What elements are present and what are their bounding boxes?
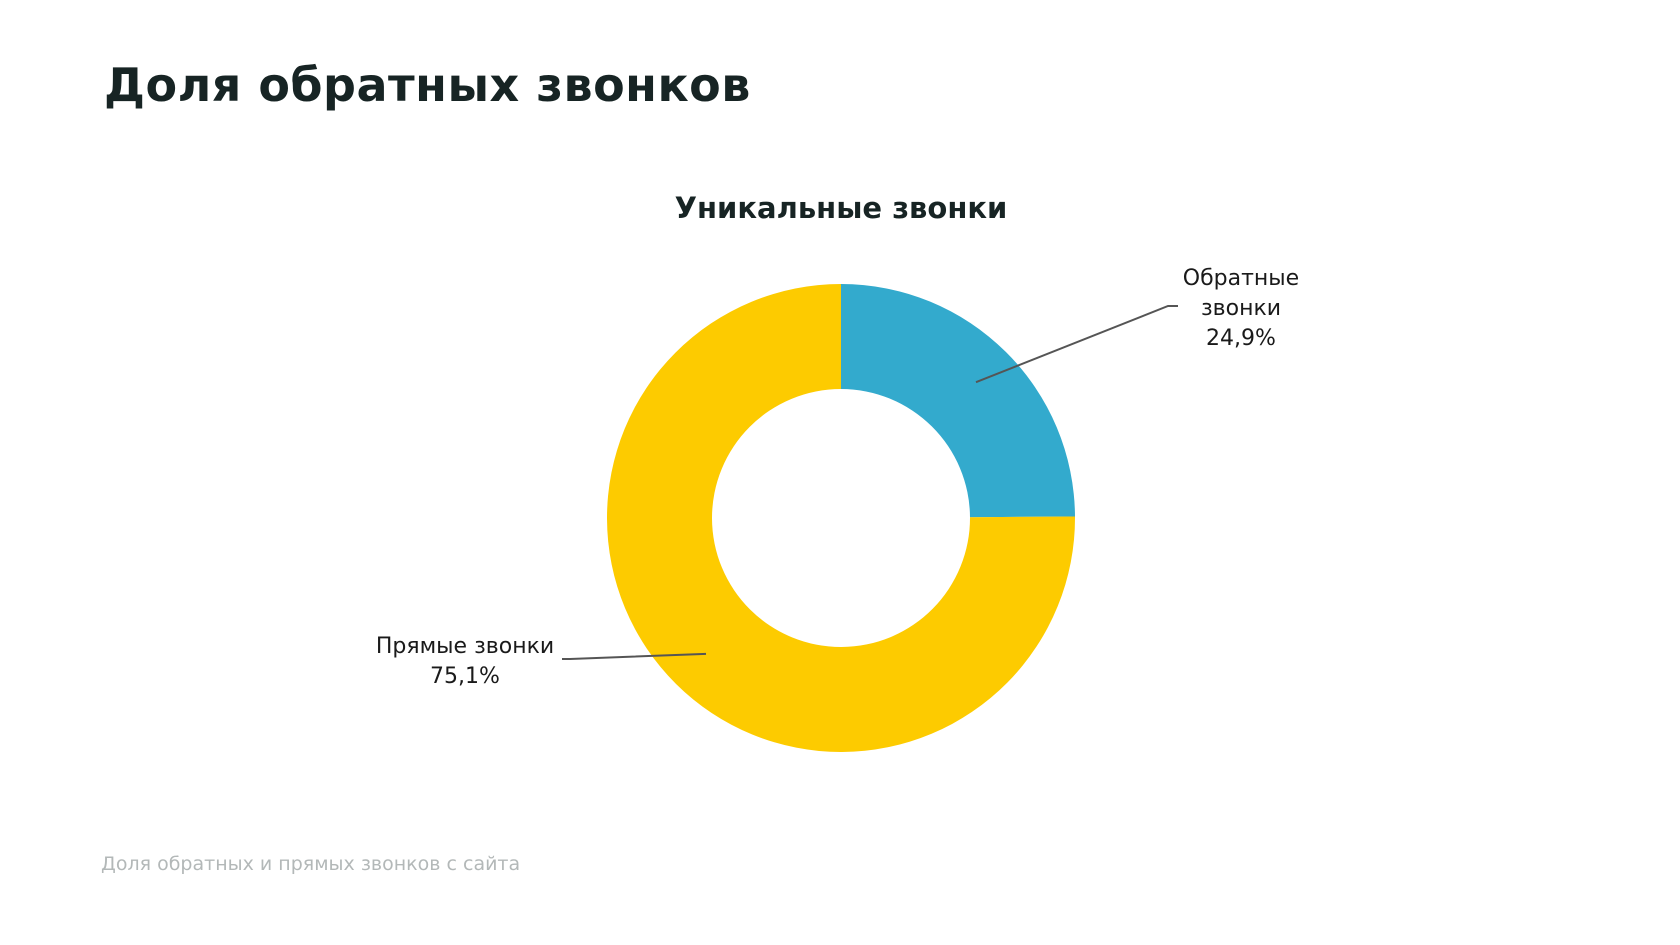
- slice-1: [607, 284, 1075, 752]
- chart-title: Уникальные звонки: [675, 191, 1008, 225]
- page-title: Доля обратных звонков: [104, 58, 751, 112]
- data-label-text: Обратные: [1183, 266, 1299, 291]
- slice-0: [841, 284, 1075, 518]
- data-label-text: Прямые звонки: [376, 634, 554, 659]
- footer-caption: Доля обратных и прямых звонков с сайта: [101, 853, 521, 875]
- data-label-value: 24,9%: [1206, 326, 1276, 351]
- leader-line-1: [562, 652, 707, 660]
- data-label-text: звонки: [1201, 296, 1281, 321]
- data-label-value: 75,1%: [430, 664, 500, 689]
- leader-line-0: [975, 305, 1178, 384]
